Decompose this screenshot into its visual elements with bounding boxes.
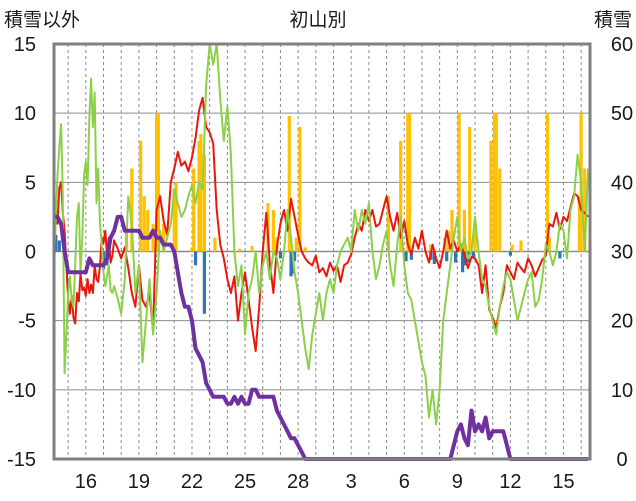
yellow-bar	[151, 223, 155, 252]
plot-frame	[52, 42, 592, 461]
right-tick-label: 60	[611, 34, 633, 56]
x-tick-label: 16	[75, 471, 97, 493]
yellow-bar	[197, 140, 201, 252]
blue-bar	[409, 251, 413, 260]
left-tick-label: 0	[25, 242, 36, 264]
yellow-bar	[473, 223, 477, 252]
x-tick-label: 28	[287, 471, 309, 493]
x-tick-label: 25	[234, 471, 256, 493]
right-tick-label: 0	[616, 449, 627, 471]
yellow-bar	[190, 247, 194, 252]
right-tick-label: 50	[611, 103, 633, 125]
yellow-bar	[156, 113, 160, 252]
left-tick-label: -10	[7, 380, 36, 402]
yellow-bar	[577, 196, 581, 252]
left-axis-label: 積雪以外	[4, 9, 80, 31]
x-tick-label: 15	[552, 471, 574, 493]
yellow-bar	[583, 168, 587, 252]
blue-bar	[289, 251, 293, 277]
yellow-bar	[162, 223, 166, 252]
blue-bar	[278, 251, 283, 259]
blue-bar	[462, 251, 467, 266]
blue-bar	[558, 251, 562, 259]
right-tick-label: 40	[611, 172, 633, 194]
yellow-bar	[271, 210, 275, 252]
blue-bar	[453, 251, 458, 263]
yellow-bar	[139, 140, 143, 252]
x-tick-label: 12	[499, 471, 521, 493]
yellow-bar	[519, 240, 523, 252]
yellow-bar	[450, 210, 454, 252]
yellow-bar	[298, 127, 302, 252]
blue-bar	[57, 240, 61, 252]
x-tick-label: 9	[452, 471, 463, 493]
blue-bar	[202, 251, 206, 314]
blue-bar	[432, 251, 436, 264]
yellow-bar	[462, 210, 467, 252]
left-tick-label: 10	[14, 103, 36, 125]
blue-bar	[508, 251, 512, 256]
blue-bar	[471, 251, 475, 259]
yellow-bar	[399, 140, 403, 252]
yellow-bar	[130, 168, 134, 252]
x-tick-label: 6	[399, 471, 410, 493]
right-tick-label: 30	[611, 242, 633, 264]
x-tick-label: 19	[128, 471, 150, 493]
yellow-bar	[192, 168, 196, 252]
right-tick-label: 20	[611, 311, 633, 333]
yellow-bar	[386, 196, 390, 252]
yellow-bar	[294, 237, 298, 252]
yellow-bar	[492, 113, 497, 252]
yellow-bar	[510, 244, 514, 252]
yellow-bar	[457, 113, 461, 252]
yellow-bar	[155, 113, 159, 252]
yellow-bar	[213, 237, 217, 252]
yellow-bar	[429, 244, 433, 252]
purple-line-series	[54, 214, 589, 461]
yellow-bar	[199, 133, 203, 252]
yellow-bar	[468, 127, 472, 252]
yellow-bar	[146, 210, 150, 252]
left-tick-label: -5	[18, 311, 36, 333]
right-axis-label: 積雪	[594, 9, 632, 31]
x-axis-ticks: 16 19 22 25 28 3 6 9 12 15	[75, 471, 575, 493]
yellow-bar	[406, 113, 410, 252]
blue-bar	[193, 251, 198, 266]
x-tick-label: 3	[346, 471, 357, 493]
blue-bar	[445, 251, 449, 262]
yellow-bar	[142, 196, 146, 252]
left-tick-label: 5	[25, 172, 36, 194]
blue-bar	[461, 251, 465, 273]
yellow-bar	[172, 189, 176, 252]
chart-title: 初山別	[289, 9, 346, 31]
blue-bar	[404, 251, 408, 262]
left-tick-label: 15	[14, 34, 36, 56]
yellow-bar	[238, 248, 242, 252]
yellow-bar	[498, 168, 502, 252]
yellow-bar	[545, 113, 550, 252]
x-tick-label: 22	[181, 471, 203, 493]
blue-bar	[292, 251, 297, 262]
yellow-bar	[174, 182, 178, 252]
left-axis-ticks: 15 10 5 0 -5 -10 -15	[7, 34, 36, 471]
yellow-bar	[202, 154, 206, 252]
yellow-bar	[407, 113, 412, 252]
yellow-bar	[287, 115, 291, 252]
right-axis-ticks: 60 50 40 30 20 10 0	[611, 34, 633, 471]
line-series-layer	[53, 43, 590, 461]
yellow-bar	[303, 247, 307, 252]
yellow-bar	[489, 140, 493, 252]
yellow-bar	[547, 237, 551, 252]
right-tick-label: 10	[611, 380, 633, 402]
yellow-bar	[250, 245, 254, 252]
yellow-bar	[494, 113, 498, 252]
left-tick-label: -15	[7, 449, 36, 471]
green-line-series	[53, 43, 590, 426]
